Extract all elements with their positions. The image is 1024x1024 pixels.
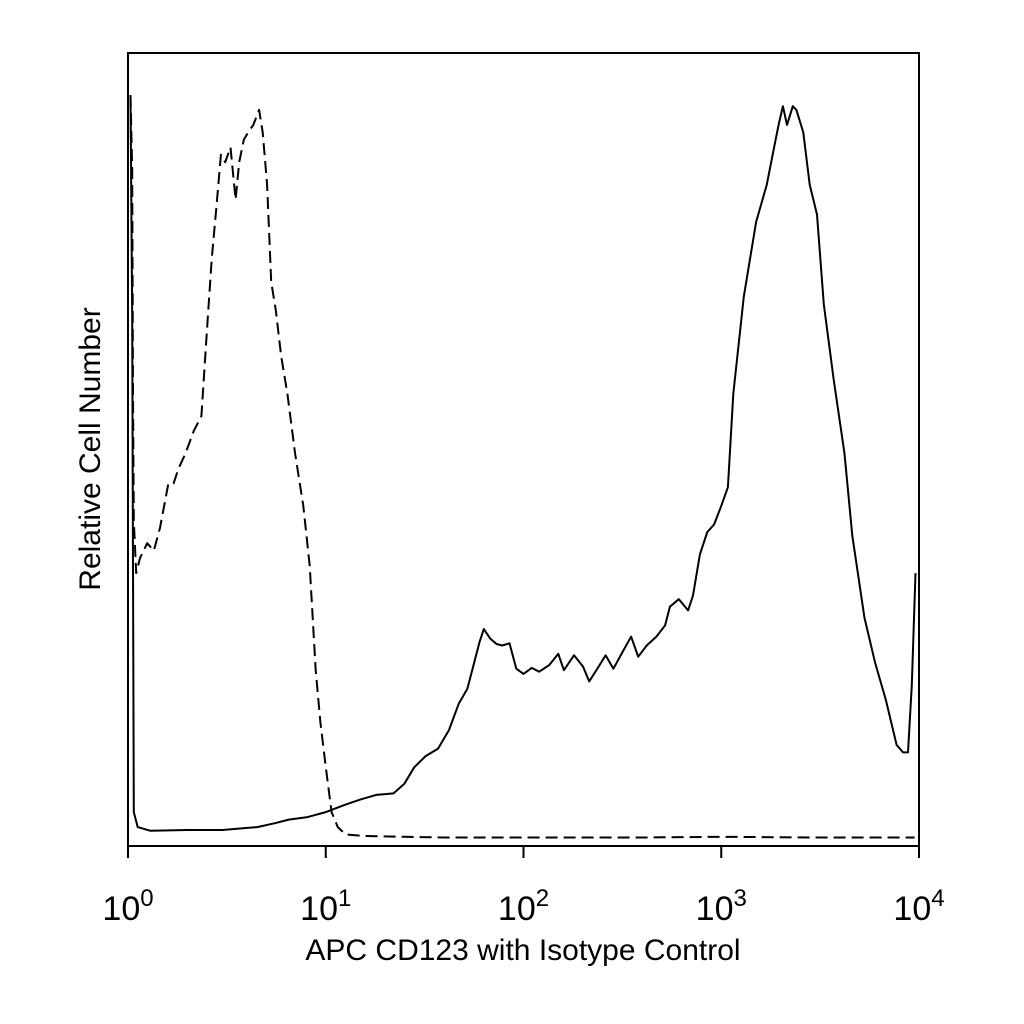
- x-tick-label: 101: [300, 885, 351, 928]
- cd123-histogram: [129, 94, 917, 832]
- x-axis-ticks: 100 101 102 103 104: [102, 846, 945, 928]
- x-axis-label: APC CD123 with Isotype Control: [305, 934, 740, 967]
- series-layer: [129, 94, 917, 839]
- x-tick-label-base: 10: [102, 890, 140, 928]
- x-tick-label-base: 10: [498, 890, 536, 928]
- x-tick-label: 102: [498, 885, 549, 928]
- x-tick-label-exponent: 3: [733, 885, 746, 912]
- x-tick-label-base: 10: [300, 890, 338, 928]
- x-tick-label-base: 10: [893, 890, 931, 928]
- x-tick-label: 104: [893, 885, 944, 928]
- x-tick-label: 100: [102, 885, 153, 928]
- x-tick-label-exponent: 0: [140, 885, 153, 912]
- isotype-control-histogram: [129, 94, 915, 839]
- x-tick-label-exponent: 2: [536, 885, 549, 912]
- x-tick-label: 103: [696, 885, 747, 928]
- x-tick-label-exponent: 4: [931, 885, 944, 912]
- plot-frame: [127, 52, 920, 847]
- y-axis-label: Relative Cell Number: [74, 307, 107, 590]
- x-tick-label-base: 10: [696, 890, 734, 928]
- x-tick-label-exponent: 1: [338, 885, 351, 912]
